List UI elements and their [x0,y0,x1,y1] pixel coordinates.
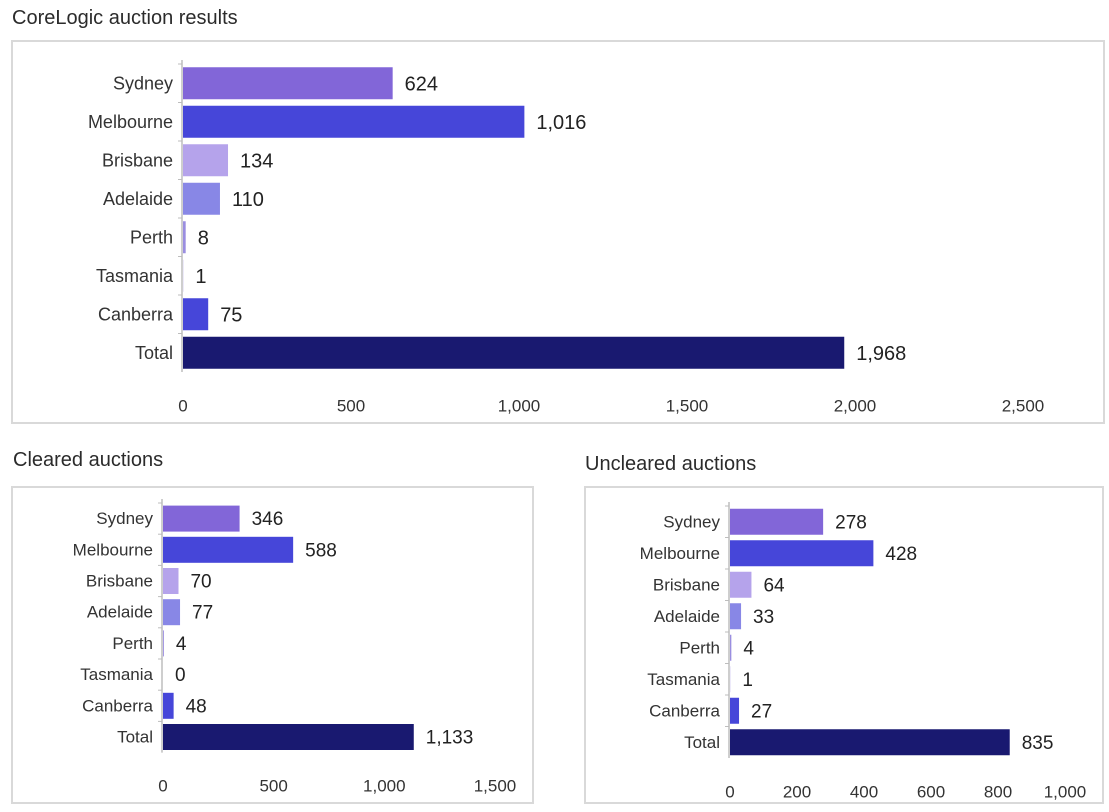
x-tick-label: 0 [158,777,167,796]
bar-melbourne [163,536,294,563]
category-label: Tasmania [96,266,174,286]
category-label: Total [684,733,720,752]
chart-main-svg: Sydney 624 Melbourne 1,016 Brisbane 134 Adelai… [88,60,1045,416]
data-label: 624 [405,73,438,95]
bar-brisbane [730,571,752,598]
x-tick-label: 600 [917,783,945,802]
category-label: Perth [112,634,153,653]
bar-adelaide [730,603,742,630]
data-label: 48 [186,696,207,717]
bar-total [163,724,414,750]
chart-title-uncleared: Uncleared auctions [585,453,757,475]
category-label: Adelaide [87,603,153,622]
x-tick-label: 800 [984,783,1012,802]
bar-canberra [730,697,740,724]
bar-total [730,729,1010,756]
chart-cleared: Sydney 346 Melbourne 588 Brisbane 70 Adelaide 7… [11,486,534,804]
data-label: 588 [305,540,337,561]
bar-brisbane [163,568,179,594]
chart-uncleared: Sydney 278 Melbourne 428 Brisbane 64 Adelaide 3… [584,486,1104,804]
category-label: Adelaide [654,607,720,626]
bar-perth [183,221,186,254]
x-tick-label: 200 [783,783,811,802]
data-label: 64 [763,575,785,596]
data-label: 1 [195,266,206,288]
x-tick-label: 0 [178,397,187,416]
data-label: 27 [751,701,772,722]
data-label: 70 [190,572,211,593]
category-label: Sydney [663,512,720,531]
category-label: Brisbane [653,575,720,594]
x-tick-label: 2,500 [1002,397,1045,416]
data-label: 835 [1022,733,1054,754]
category-label: Melbourne [88,112,173,132]
bar-melbourne [183,105,525,138]
category-label: Brisbane [86,572,153,591]
category-label: Canberra [82,696,153,715]
x-tick-label: 1,000 [1044,783,1087,802]
chart-title-main: CoreLogic auction results [12,7,238,29]
data-label: 1,133 [426,728,474,749]
chart-uncleared-svg: Sydney 278 Melbourne 428 Brisbane 64 Adelaide 3… [640,502,1087,802]
data-label: 346 [252,509,284,530]
data-label: 1,016 [536,112,586,134]
bar-canberra [183,298,209,331]
data-label: 4 [176,634,187,655]
x-tick-label: 400 [850,783,878,802]
bar-sydney [163,505,240,532]
category-label: Perth [130,227,173,247]
category-label: Total [117,728,153,747]
data-label: 77 [192,603,213,624]
bar-total [183,336,845,369]
data-label: 134 [240,150,273,172]
chart-title-cleared: Cleared auctions [13,449,164,471]
data-label: 1 [742,670,753,691]
x-tick-label: 1,500 [666,397,709,416]
x-tick-label: 1,000 [498,397,541,416]
bar-adelaide [183,182,220,215]
bar-brisbane [183,144,229,177]
category-label: Total [135,343,173,363]
x-tick-label: 2,000 [834,397,877,416]
category-label: Canberra [98,304,174,324]
category-label: Sydney [113,73,173,93]
x-tick-label: 500 [259,777,287,796]
category-label: Melbourne [73,540,153,559]
category-label: Sydney [96,509,153,528]
data-label: 278 [835,512,867,533]
x-tick-label: 1,000 [363,777,406,796]
bar-canberra [163,692,174,719]
category-label: Tasmania [647,670,720,689]
category-label: Canberra [649,701,720,720]
chart-cleared-svg: Sydney 346 Melbourne 588 Brisbane 70 Adelaide 7… [73,499,517,796]
category-label: Brisbane [102,150,173,170]
bar-melbourne [730,540,874,567]
data-label: 1,968 [856,343,906,365]
data-label: 428 [885,544,917,565]
chart-main: Sydney 624 Melbourne 1,016 Brisbane 134 Adelai… [11,40,1105,424]
category-label: Adelaide [103,189,173,209]
data-label: 110 [232,189,264,211]
category-label: Melbourne [640,544,720,563]
data-label: 4 [743,638,754,659]
data-label: 33 [753,607,774,628]
x-tick-label: 0 [725,783,734,802]
bar-sydney [183,67,393,100]
bar-sydney [730,508,824,535]
x-tick-label: 500 [337,397,365,416]
bar-perth [730,634,732,661]
data-label: 0 [175,665,186,686]
data-label: 8 [198,227,209,249]
data-label: 75 [220,304,242,326]
category-label: Tasmania [80,665,153,684]
bar-perth [163,630,164,657]
category-label: Perth [679,638,720,657]
bar-adelaide [163,599,181,626]
x-tick-label: 1,500 [474,777,517,796]
